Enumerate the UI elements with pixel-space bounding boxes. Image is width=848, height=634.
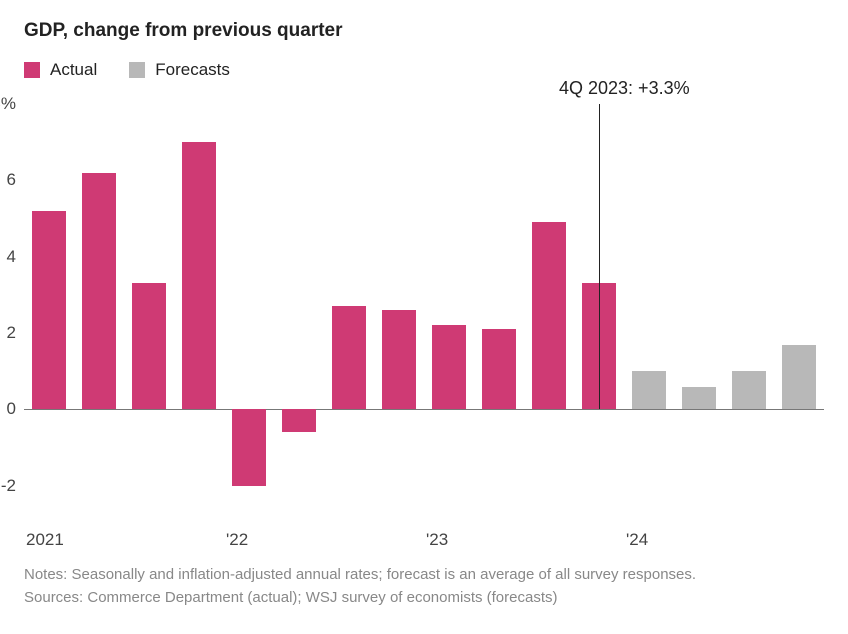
y-tick-label: 8% [0, 94, 16, 114]
bar-forecast [632, 371, 666, 409]
bar-actual [82, 173, 116, 410]
bar-actual [232, 409, 266, 485]
legend-label-forecast: Forecasts [155, 60, 230, 80]
notes-line-1: Notes: Seasonally and inflation-adjusted… [24, 564, 824, 587]
chart-title: GDP, change from previous quarter [24, 20, 824, 42]
x-tick-label: '24 [626, 530, 648, 550]
x-tick-label: 2021 [26, 530, 64, 550]
gdp-chart-card: GDP, change from previous quarter Actual… [0, 0, 848, 634]
legend-swatch-actual [24, 62, 40, 78]
bar-actual [382, 310, 416, 409]
y-tick-label: 0 [7, 399, 16, 419]
bar-actual [32, 211, 66, 410]
y-tick-label: 6 [7, 170, 16, 190]
y-tick-label: -2 [1, 476, 16, 496]
callout-label: 4Q 2023: +3.3% [559, 78, 690, 99]
bar-actual [532, 222, 566, 409]
x-tick-label: '22 [226, 530, 248, 550]
bar-forecast [782, 345, 816, 410]
bar-forecast [682, 387, 716, 410]
bar-forecast [732, 371, 766, 409]
legend: Actual Forecasts [24, 60, 824, 80]
bar-actual [182, 142, 216, 409]
notes-line-2: Sources: Commerce Department (actual); W… [24, 587, 824, 610]
legend-label-actual: Actual [50, 60, 97, 80]
bar-actual [432, 325, 466, 409]
bar-actual [132, 283, 166, 409]
x-axis: 2021 '22 '23 '24 [24, 524, 824, 554]
bar-actual [482, 329, 516, 409]
chart-notes: Notes: Seasonally and inflation-adjusted… [24, 564, 824, 609]
x-tick-label: '23 [426, 530, 448, 550]
legend-item-forecast: Forecasts [129, 60, 230, 80]
y-tick-label: 2 [7, 323, 16, 343]
bar-actual [332, 306, 366, 409]
bar-actual [282, 409, 316, 432]
legend-item-actual: Actual [24, 60, 97, 80]
callout-line [599, 104, 600, 409]
plot-area: -202468%4Q 2023: +3.3% [24, 104, 824, 524]
y-tick-label: 4 [7, 247, 16, 267]
legend-swatch-forecast [129, 62, 145, 78]
